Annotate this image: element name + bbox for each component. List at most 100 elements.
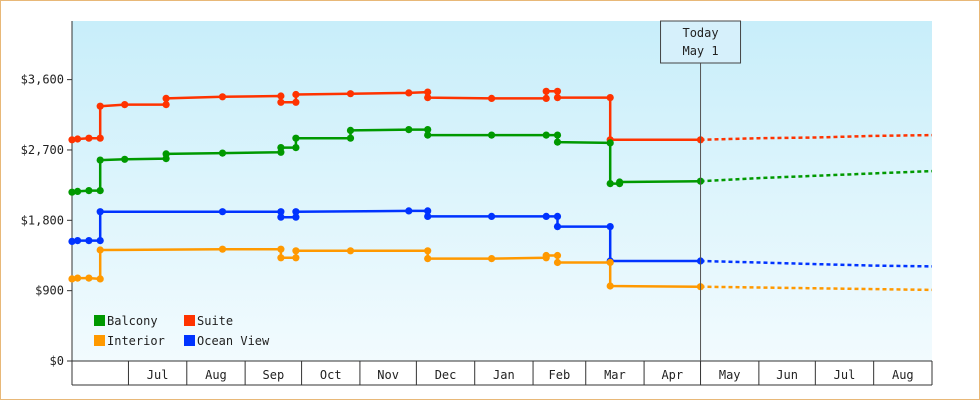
data-point — [85, 134, 93, 142]
data-point — [74, 187, 82, 195]
data-point — [85, 187, 93, 195]
data-point — [292, 144, 300, 152]
data-point — [292, 254, 300, 262]
data-point — [553, 223, 562, 231]
legend-swatch — [184, 315, 195, 326]
data-point — [424, 131, 432, 139]
x-tick-label: Jan — [493, 368, 515, 382]
data-point — [68, 275, 76, 283]
data-point — [121, 155, 129, 163]
data-point — [74, 135, 82, 143]
data-point — [346, 247, 355, 255]
data-point — [542, 94, 550, 102]
x-tick-label: Feb — [549, 368, 571, 382]
data-point — [292, 90, 300, 99]
data-point — [74, 274, 82, 282]
x-tick-label: Oct — [320, 368, 342, 382]
legend-swatch — [184, 335, 195, 346]
y-tick-label: $1,800 — [21, 213, 64, 227]
data-point — [553, 87, 562, 95]
data-point — [346, 126, 355, 134]
y-axis: $0 $900 $1,800 $2,700 $3,600 — [21, 21, 73, 368]
data-point — [162, 150, 170, 158]
projection-line — [700, 169, 933, 183]
y-tick-label: $0 — [50, 354, 64, 368]
data-point — [85, 237, 93, 245]
legend-item-suite: Suite — [184, 314, 233, 328]
x-tick-label: Aug — [892, 368, 914, 382]
series-balcony — [68, 126, 933, 196]
data-point — [277, 213, 285, 221]
legend-label: Ocean View — [197, 334, 270, 348]
data-point — [488, 212, 496, 220]
x-tick-label: Nov — [377, 368, 399, 382]
y-tick-label: $900 — [35, 284, 64, 298]
data-point — [553, 94, 562, 102]
data-point — [85, 274, 93, 282]
data-point — [96, 102, 104, 110]
data-point — [606, 94, 614, 102]
data-point — [277, 98, 285, 106]
data-point — [553, 212, 562, 220]
legend-label: Interior — [107, 334, 165, 348]
series-ocean-view — [68, 207, 933, 268]
data-point — [606, 282, 614, 290]
data-point — [553, 258, 562, 267]
data-point — [277, 254, 285, 262]
data-point — [606, 258, 614, 267]
data-point — [424, 212, 432, 220]
data-point — [606, 223, 614, 231]
legend-item-ocean-view: Ocean View — [184, 334, 270, 348]
data-point — [68, 136, 76, 144]
today-date-label: May 1 — [682, 44, 718, 58]
legend-swatch — [94, 335, 105, 346]
data-point — [68, 188, 76, 196]
data-point — [405, 207, 413, 215]
data-point — [424, 255, 432, 263]
data-point — [96, 187, 104, 195]
data-point — [292, 134, 300, 142]
data-point — [96, 208, 104, 216]
data-point — [96, 246, 104, 254]
data-point — [542, 131, 550, 139]
data-point — [162, 101, 170, 109]
data-point — [218, 149, 227, 157]
data-point — [96, 134, 104, 142]
data-point — [68, 237, 76, 245]
x-tick-label: Apr — [661, 368, 683, 382]
data-point — [424, 126, 432, 134]
data-point — [553, 251, 562, 260]
data-point — [292, 247, 300, 255]
data-point — [616, 178, 624, 186]
data-point — [218, 93, 227, 101]
data-point — [218, 245, 227, 253]
data-point — [346, 90, 355, 98]
data-point — [277, 245, 285, 253]
legend-label: Balcony — [107, 314, 158, 328]
plot-area — [72, 21, 932, 361]
data-point — [277, 92, 285, 100]
data-point — [606, 180, 614, 188]
series-layer — [68, 87, 933, 292]
data-point — [424, 88, 432, 96]
data-point — [488, 94, 496, 102]
data-point — [542, 251, 550, 260]
data-point — [292, 98, 300, 106]
data-point — [424, 94, 432, 102]
data-point — [424, 207, 432, 215]
data-point — [96, 237, 104, 245]
data-point — [424, 247, 432, 255]
data-point — [74, 237, 82, 245]
data-point — [405, 126, 413, 134]
data-point — [553, 131, 562, 139]
x-tick-label: Dec — [435, 368, 457, 382]
x-tick-label: Sep — [263, 368, 285, 382]
x-axis: Jul Aug Sep Oct Nov Dec Jan Feb Mar Apr May Jun Jul A… — [71, 360, 933, 386]
legend: Balcony Suite Interior Ocean View — [94, 314, 270, 348]
today-box — [660, 20, 742, 64]
x-tick-label: May — [719, 368, 741, 382]
today-label: Today — [682, 26, 718, 40]
x-tick-label: Jun — [776, 368, 798, 382]
legend-swatch — [94, 315, 105, 326]
